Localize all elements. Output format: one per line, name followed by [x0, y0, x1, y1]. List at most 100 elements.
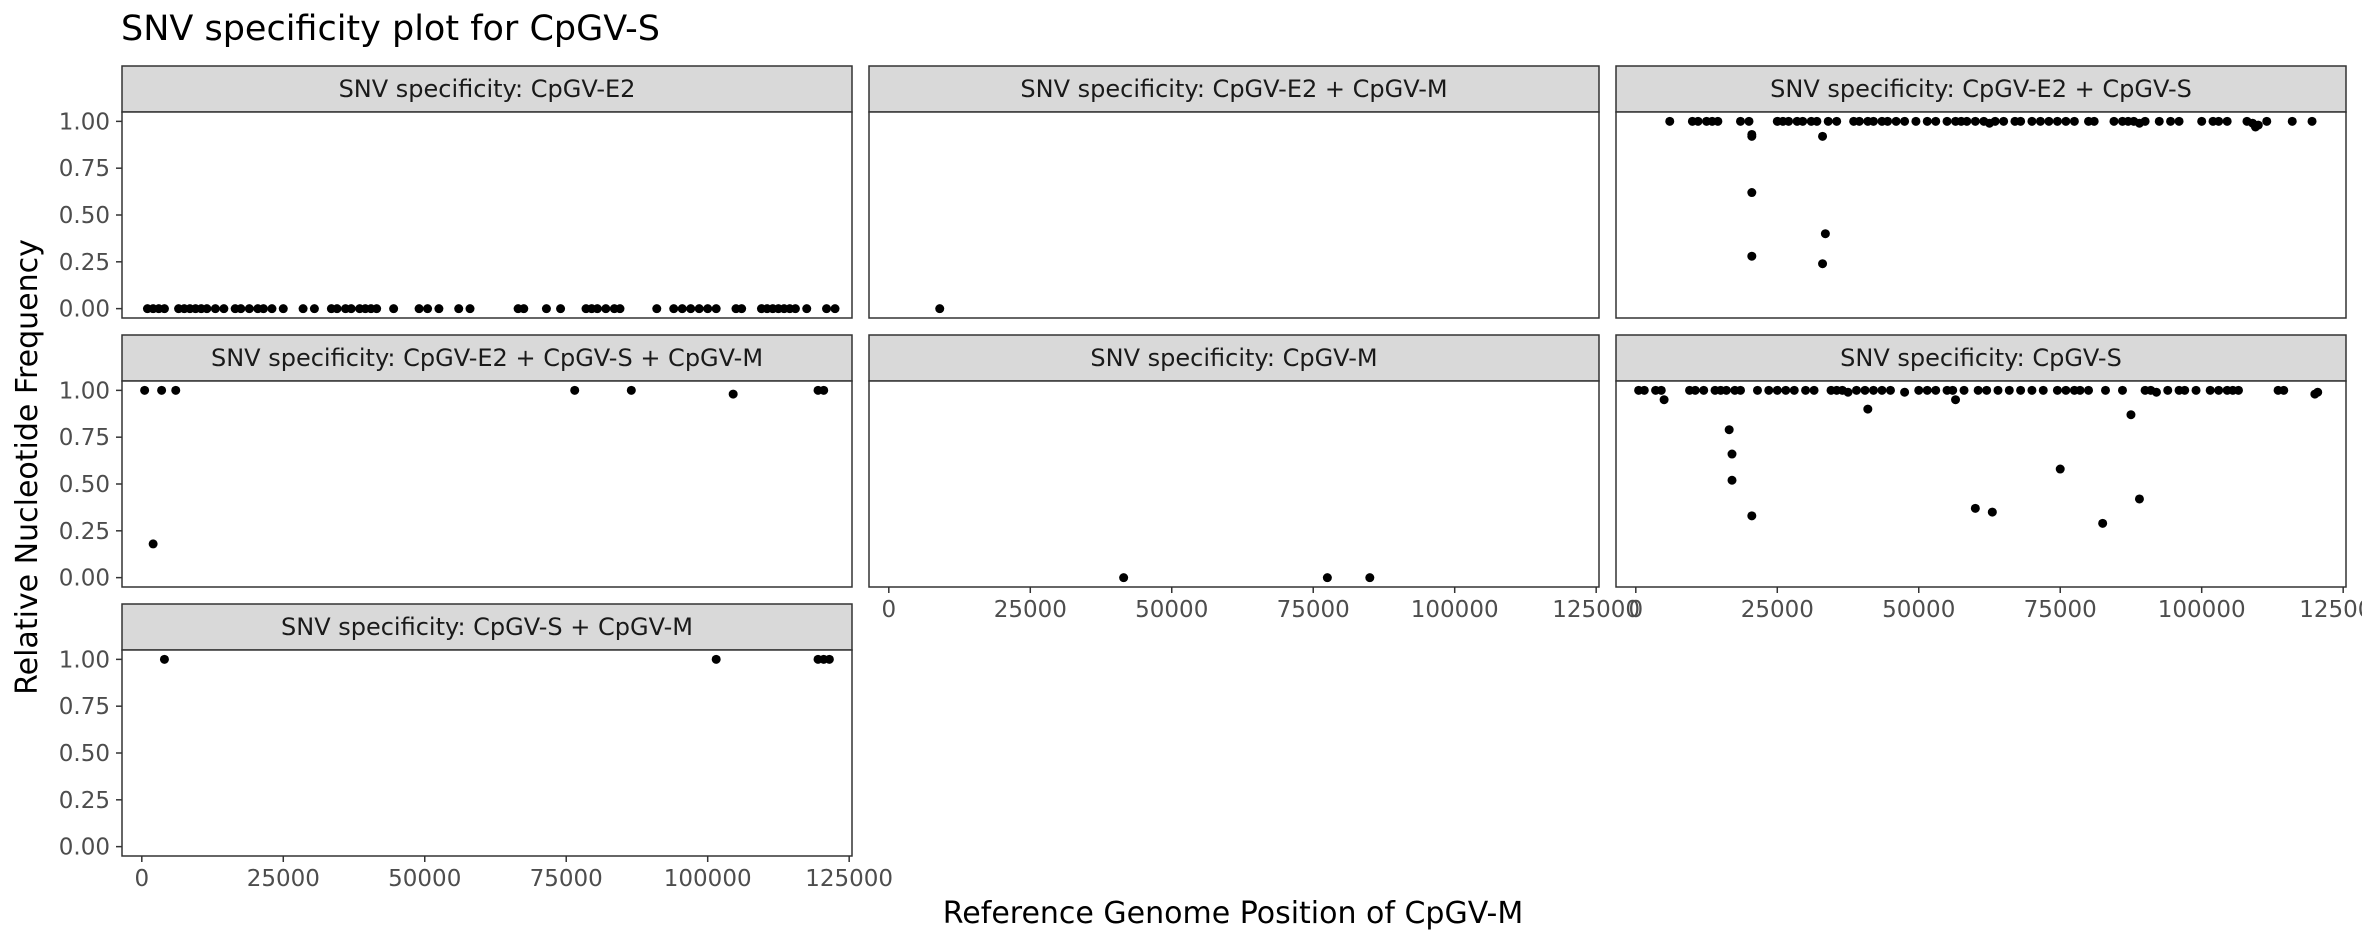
data-point	[1659, 395, 1669, 405]
facet-strip	[1615, 334, 2347, 382]
data-point	[2061, 116, 2071, 126]
data-point	[652, 304, 662, 314]
data-point	[2287, 116, 2297, 126]
data-point	[2140, 116, 2150, 126]
data-point	[1962, 116, 1972, 126]
data-point	[1721, 385, 1731, 395]
data-point	[2052, 116, 2062, 126]
x-tick-label: 75000	[530, 866, 603, 892]
data-point	[2089, 116, 2099, 126]
y-tick-label: 0.75	[59, 156, 110, 182]
facet-panel-3: SNV specificity: CpGV-E2 + CpGV-S	[1615, 65, 2347, 319]
data-point	[2205, 385, 2215, 395]
x-tick-label: 100000	[1411, 597, 1499, 623]
data-point	[677, 304, 687, 314]
data-point	[830, 304, 840, 314]
data-point	[1365, 573, 1375, 583]
data-point	[1970, 503, 1980, 513]
data-point	[615, 304, 625, 314]
data-point	[2027, 385, 2037, 395]
y-tick-label: 0.50	[59, 741, 110, 767]
data-point	[1752, 385, 1762, 395]
panel-border	[1615, 111, 2347, 319]
data-point	[1922, 385, 1932, 395]
data-point	[2044, 116, 2054, 126]
data-point	[1959, 385, 1969, 395]
data-point	[244, 304, 254, 314]
data-point	[686, 304, 696, 314]
data-point	[2214, 116, 2224, 126]
data-point	[236, 304, 246, 314]
x-tick-label: 0	[134, 866, 149, 892]
data-point	[1747, 131, 1757, 141]
data-point	[824, 654, 834, 664]
data-point	[1942, 116, 1952, 126]
x-axis-title: Reference Genome Position of CpGV-M	[943, 896, 1523, 931]
data-point	[541, 304, 551, 314]
data-point	[465, 304, 475, 314]
data-point	[2166, 116, 2176, 126]
data-point	[1948, 385, 1958, 395]
x-tick-label: 100000	[2158, 597, 2246, 623]
data-point	[1885, 385, 1895, 395]
data-point	[2052, 385, 2062, 395]
data-point	[258, 304, 268, 314]
data-point	[423, 304, 433, 314]
data-point	[2100, 385, 2110, 395]
data-point	[2222, 116, 2232, 126]
data-point	[159, 654, 169, 664]
facet-strip-label: SNV specificity: CpGV-S	[1840, 344, 2122, 372]
data-point	[1724, 425, 1734, 435]
facet-strip-label: SNV specificity: CpGV-E2 + CpGV-S	[1770, 75, 2192, 103]
data-point	[822, 304, 832, 314]
data-point	[1970, 116, 1980, 126]
facet-strip-label: SNV specificity: CpGV-S + CpGV-M	[281, 613, 693, 641]
data-point	[1973, 385, 1983, 395]
data-point	[1713, 116, 1723, 126]
data-point	[1744, 116, 1754, 126]
data-point	[434, 304, 444, 314]
x-tick-label: 125000	[2299, 597, 2362, 623]
data-point	[1735, 385, 1745, 395]
data-point	[1900, 387, 1910, 397]
data-point	[1119, 573, 1129, 583]
data-point	[2154, 116, 2164, 126]
facet-panel-4: SNV specificity: CpGV-E2 + CpGV-S + CpGV…	[59, 334, 853, 592]
y-tick-label: 0.00	[59, 835, 110, 861]
data-point	[2197, 116, 2207, 126]
data-point	[1727, 475, 1737, 485]
data-point	[819, 385, 829, 395]
data-point	[1772, 385, 1782, 395]
data-point	[2313, 387, 2323, 397]
facet-strip	[868, 65, 1600, 113]
y-tick-label: 0.00	[59, 566, 110, 592]
data-point	[728, 389, 738, 399]
x-tick-label: 0	[1628, 597, 1643, 623]
data-point	[703, 304, 713, 314]
y-tick-label: 0.75	[59, 694, 110, 720]
x-tick-label: 50000	[1882, 597, 1955, 623]
facet-panels: SNV specificity: CpGV-E2 0.00 0.25 0.50 0.75…	[59, 65, 2362, 892]
x-tick-label: 75000	[1277, 597, 1350, 623]
y-axis-title: Relative Nucleotide Frequency	[10, 239, 45, 695]
data-point	[219, 304, 229, 314]
data-point	[2027, 116, 2037, 126]
data-point	[159, 304, 169, 314]
data-point	[148, 539, 158, 549]
data-point	[1639, 385, 1649, 395]
facet-strip	[868, 334, 1600, 382]
data-point	[1993, 385, 2003, 395]
data-point	[2035, 116, 2045, 126]
data-point	[1764, 385, 1774, 395]
y-tick-label: 1.00	[59, 378, 110, 404]
data-point	[1852, 385, 1862, 395]
data-point	[1863, 404, 1873, 414]
data-point	[372, 304, 382, 314]
data-point	[1690, 385, 1700, 395]
data-point	[2038, 385, 2048, 395]
panel-border	[121, 649, 853, 857]
data-point	[278, 304, 288, 314]
x-tick-label: 0	[881, 597, 896, 623]
y-tick-label: 0.50	[59, 472, 110, 498]
